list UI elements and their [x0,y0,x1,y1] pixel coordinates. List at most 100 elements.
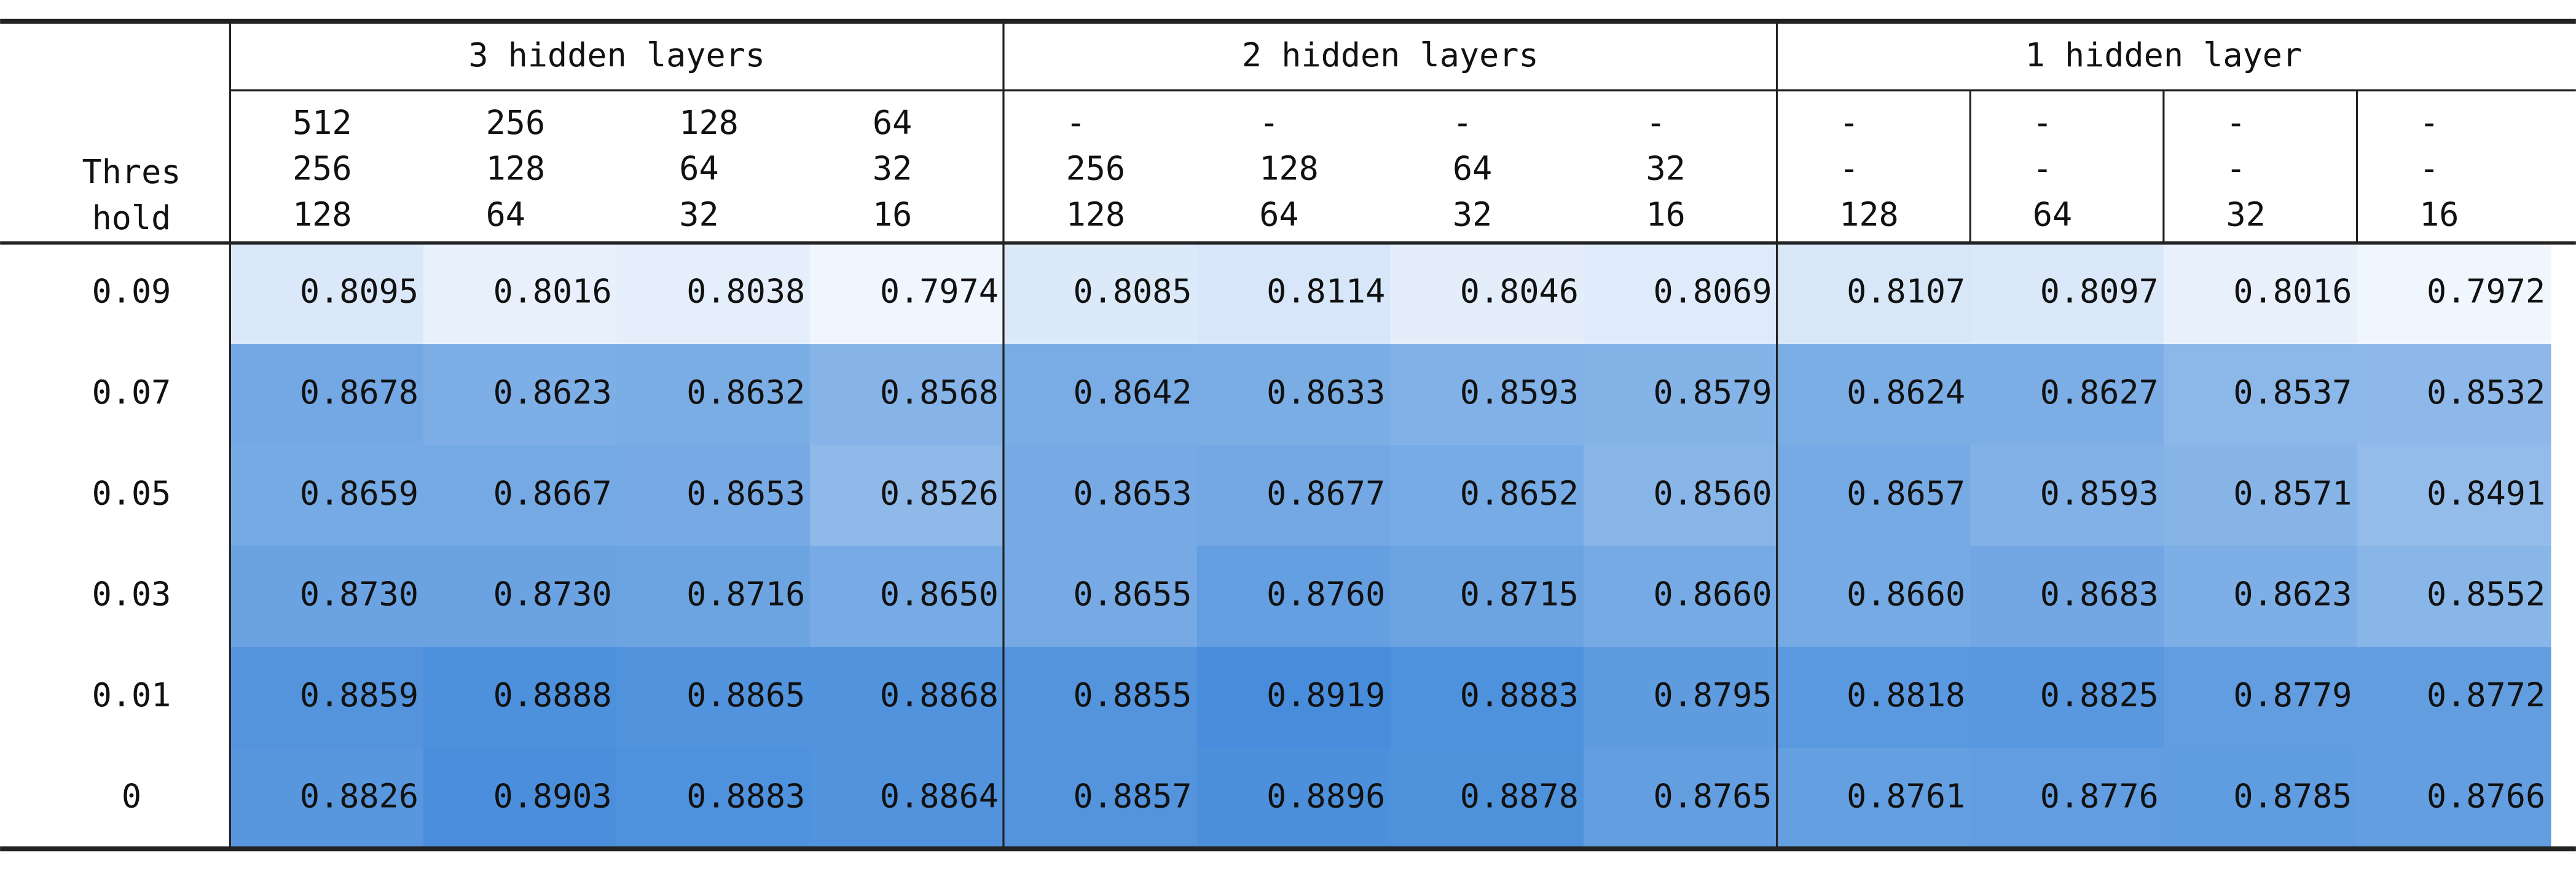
cell-value: 0.8579 [1653,373,1772,412]
group-header: 3 hidden layers [468,36,765,74]
group-header: 2 hidden layers [1242,36,1539,74]
heat-cell [616,747,811,850]
cell-value: 0.8085 [1074,271,1192,310]
heat-cell [230,445,425,547]
heat-cell [230,344,425,446]
cell-value: 0.8623 [493,373,612,412]
column-header: 256 [1066,149,1126,188]
heat-cell [1583,344,1778,446]
row-label: 0.01 [92,676,171,714]
corner-label: Thres [82,152,181,191]
column-header: 128 [679,103,739,142]
column-header: 32 [1646,149,1686,188]
column-header: - [1453,103,1472,142]
cell-value: 0.8896 [1266,777,1385,816]
column-header: 256 [486,103,546,142]
cell-value: 0.8868 [880,676,999,714]
heat-cell [1196,647,1391,749]
row-label: 0.09 [92,271,171,310]
cell-value: 0.8532 [2427,373,2545,412]
column-header: 256 [293,149,352,188]
cell-value: 0.8795 [1653,676,1772,714]
cell-value: 0.8571 [2233,474,2352,512]
column-header: 128 [1066,195,1126,234]
cell-value: 0.8865 [686,676,805,714]
cell-value: 0.8623 [2233,575,2352,614]
column-header: 64 [486,195,525,234]
heat-cell [810,747,1005,850]
column-header: 128 [486,149,546,188]
cell-value: 0.8491 [2427,474,2545,512]
cell-value: 0.8038 [686,271,805,310]
heat-cell [1777,545,1971,648]
heat-cell [1583,243,1778,345]
heat-cell [2163,243,2358,345]
column-header: 32 [1453,195,1492,234]
cell-value: 0.8760 [1266,575,1385,614]
cell-value: 0.8772 [2427,676,2545,714]
cell-value: 0.8883 [686,777,805,816]
cell-value: 0.8761 [1847,777,1965,816]
column-header: 16 [873,195,912,234]
heat-cell [1583,545,1778,648]
column-header: 64 [679,149,718,188]
heat-cell [2163,545,2358,648]
heat-cell [2163,747,2358,850]
heat-cell [1196,243,1391,345]
heat-cell [1390,747,1585,850]
cell-value: 0.8642 [1074,373,1192,412]
column-header: - [2419,103,2439,142]
column-header: - [2226,149,2245,188]
cell-value: 0.8766 [2427,777,2545,816]
row-label: 0.03 [92,575,171,614]
heat-cell [1583,747,1778,850]
heat-cell [230,545,425,648]
heat-cell [1390,445,1585,547]
cell-value: 0.8097 [2040,271,2159,310]
column-header: - [1839,103,1859,142]
cell-value: 0.8667 [493,474,612,512]
cell-value: 0.8683 [2040,575,2159,614]
heat-cell [1390,344,1585,446]
cell-value: 0.8855 [1074,676,1192,714]
heat-cell [1970,344,2165,446]
cell-value: 0.8095 [300,271,418,310]
column-header: - [1646,103,1666,142]
heat-cell [810,545,1005,648]
cell-value: 0.8537 [2233,373,2352,412]
heat-cell [1196,344,1391,446]
heat-cell [2357,545,2551,648]
heat-cell [423,344,618,446]
heat-cell [2163,647,2358,749]
column-header: 128 [1259,149,1319,188]
heat-cell [1003,747,1198,850]
heat-cell [1583,647,1778,749]
cell-value: 0.8016 [2233,271,2352,310]
column-header: 128 [293,195,352,234]
heat-cell [423,545,618,648]
column-header: 512 [293,103,352,142]
column-header: - [1066,103,1086,142]
column-header: 64 [1453,149,1492,188]
cell-value: 0.8888 [493,676,612,714]
cell-value: 0.8903 [493,777,612,816]
cell-value: 0.8859 [300,676,418,714]
heat-cell [810,344,1005,446]
heat-cell [230,243,425,345]
heat-cell [2357,647,2551,749]
heat-cell [1003,344,1198,446]
column-header: 16 [2419,195,2459,234]
heat-cell [1777,243,1971,345]
heat-cell [2163,344,2358,446]
cell-value: 0.8730 [493,575,612,614]
column-header: 32 [679,195,718,234]
cell-value: 0.8776 [2040,777,2159,816]
cell-value: 0.8632 [686,373,805,412]
column-header: 32 [873,149,912,188]
heat-cell [2357,445,2551,547]
cell-value: 0.8715 [1460,575,1579,614]
cell-value: 0.7974 [880,271,999,310]
group-header: 1 hidden layer [2025,36,2303,74]
cell-value: 0.8765 [1653,777,1772,816]
column-header: 64 [873,103,912,142]
